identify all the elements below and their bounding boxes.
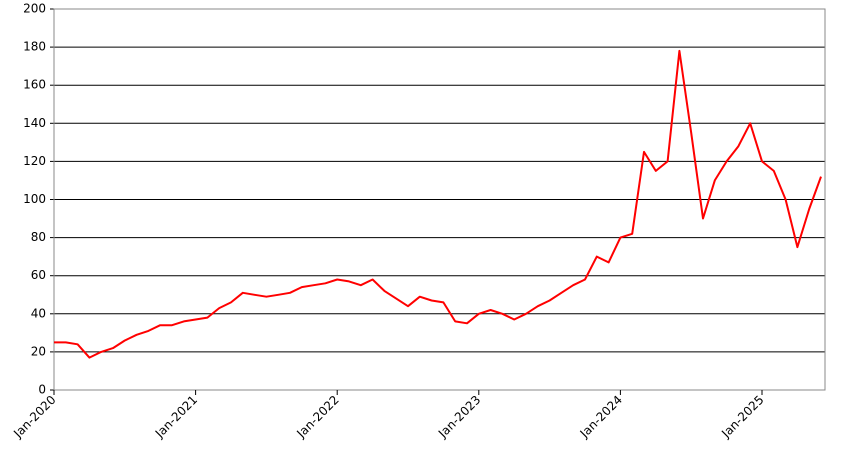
x-tick-label: Jan-2024 — [577, 393, 625, 441]
x-tick-label: Jan-2021 — [152, 393, 200, 441]
y-tick-label: 60 — [31, 268, 46, 282]
x-tick-label: Jan-2022 — [293, 393, 341, 441]
line — [54, 49, 822, 359]
x-tick-label: Jan-2020 — [10, 393, 58, 441]
plot-frame — [53, 8, 826, 391]
y-tick-label: 100 — [23, 192, 46, 206]
y-tick-label: 180 — [23, 40, 46, 54]
y-tick-label: 80 — [31, 230, 46, 244]
y-tick-label: 200 — [23, 2, 46, 16]
y-tick-label: 140 — [23, 116, 46, 130]
x-tick-label: Jan-2023 — [435, 393, 483, 441]
y-tick-label: 40 — [31, 306, 46, 320]
y-tick-label: 120 — [23, 154, 46, 168]
y-tick-label: 160 — [23, 78, 46, 92]
x-tick-label: Jan-2025 — [718, 393, 766, 441]
y-tick-label: 0 — [38, 383, 46, 397]
y-tick-label: 20 — [31, 344, 46, 358]
